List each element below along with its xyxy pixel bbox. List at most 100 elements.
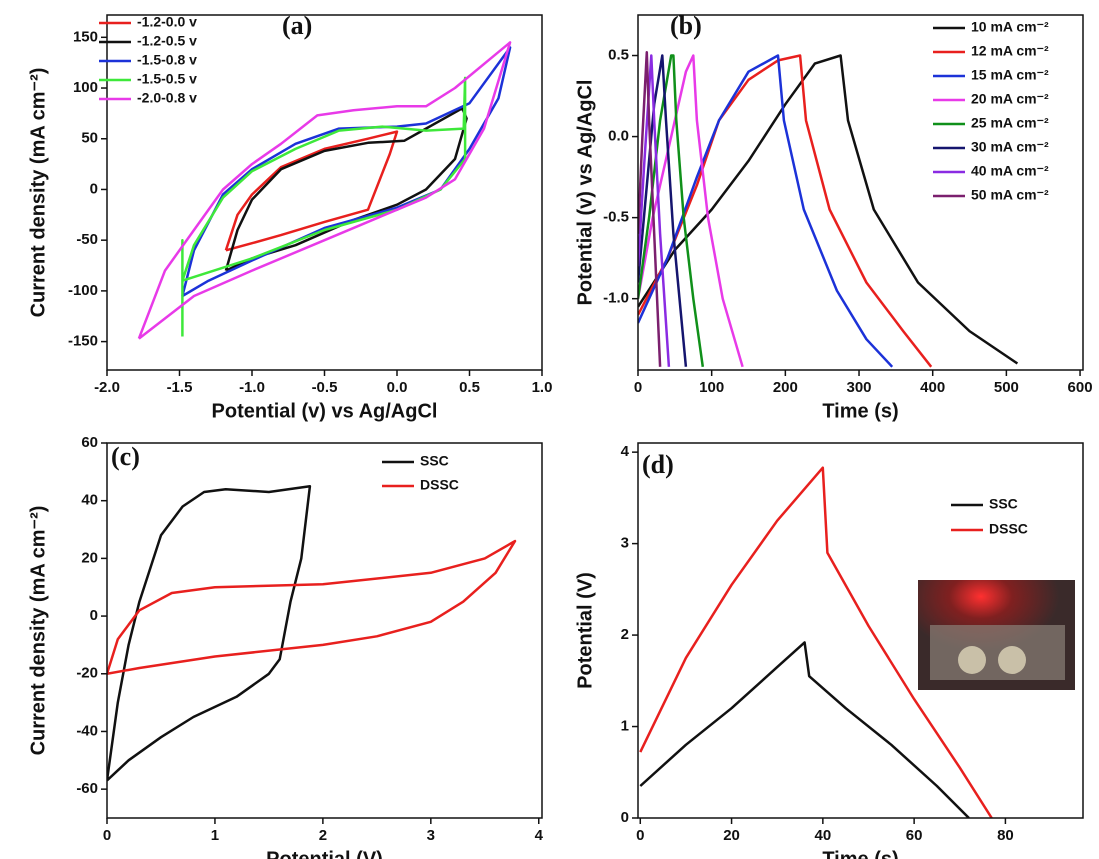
y-tick-label: 20 [81,549,98,566]
plot-frame [106,14,543,371]
y-tick-label: 4 [621,443,630,460]
legend-text: -2.0-0.8 v [137,90,197,106]
plot-frame [637,442,1084,819]
x-axis-title: Potential (V) [266,848,383,859]
x-tick-label: 400 [920,379,945,396]
series-line [638,54,688,367]
plot-area [107,485,517,782]
y-tick-label: -40 [76,722,98,739]
inset-photo [918,580,1075,690]
series-line [224,107,468,272]
y-tick-label: 0.5 [608,46,629,63]
x-tick-label: 0.5 [459,379,480,396]
x-tick-label: 40 [815,827,832,844]
x-axis-title: Time (s) [822,848,898,859]
x-tick-label: 3 [427,827,435,844]
x-tick-label: 80 [997,827,1014,844]
legend-text: SSC [989,496,1018,512]
series-line [107,539,517,676]
y-tick-label: 0 [621,809,629,826]
y-axis-title: Current density (mA cm⁻²) [27,68,49,318]
series-line [137,41,512,340]
y-tick-label: 0 [90,180,98,197]
panel-label: (c) [111,442,140,471]
legend-text: 50 mA cm⁻² [971,187,1049,203]
plot-frame [637,14,1084,371]
legend-text: -1.2-0.0 v [137,14,197,30]
panel-label: (b) [670,11,702,40]
legend-text: SSC [420,453,449,469]
legend-text: 15 mA cm⁻² [971,67,1049,83]
y-tick-label: -100 [68,282,98,299]
legend-text: -1.5-0.8 v [137,52,197,68]
x-axis-title: Potential (v) vs Ag/AgCl [212,400,438,422]
x-tick-label: 100 [699,379,724,396]
y-axis-title: Potential (V) [574,572,596,689]
x-tick-label: 0.0 [387,379,408,396]
x-tick-label: 20 [723,827,740,844]
series-line [181,76,467,337]
series-line [639,641,970,818]
y-tick-label: 60 [81,434,98,451]
series-line [224,130,399,252]
y-tick-label: 40 [81,492,98,509]
series-line [638,54,671,367]
legend-text: DSSC [420,477,459,493]
series-line [638,54,1019,365]
plot-frame [106,442,543,819]
y-tick-label: 3 [621,535,629,552]
legend-text: -1.2-0.5 v [137,33,197,49]
y-tick-label: 1 [621,718,629,735]
legend-text: DSSC [989,521,1028,537]
series-line [638,54,933,368]
y-tick-label: 50 [81,130,98,147]
legend-text: 12 mA cm⁻² [971,43,1049,59]
y-tick-label: -150 [68,333,98,350]
y-tick-label: -20 [76,665,98,682]
legend-text: 10 mA cm⁻² [971,19,1049,35]
x-tick-label: 4 [535,827,544,844]
plot-area [639,466,993,818]
y-axis-title: Current density (mA cm⁻²) [27,506,49,756]
x-tick-label: -2.0 [94,379,120,396]
legend-text: -1.5-0.5 v [137,71,197,87]
y-tick-label: 150 [73,28,98,45]
x-tick-label: 2 [319,827,327,844]
y-tick-label: 0 [90,607,98,624]
series-line [638,51,662,367]
x-tick-label: -0.5 [312,379,338,396]
y-tick-label: -50 [76,231,98,248]
x-tick-label: -1.0 [239,379,265,396]
x-tick-label: -1.5 [167,379,193,396]
series-line [638,54,894,368]
plot-area [638,51,1019,368]
series-line [181,46,512,298]
x-tick-label: 600 [1068,379,1093,396]
legend-text: 30 mA cm⁻² [971,139,1049,155]
plot-area [137,41,512,340]
x-tick-label: 200 [773,379,798,396]
y-tick-label: 0.0 [608,128,629,145]
x-tick-label: 0 [103,827,111,844]
y-tick-label: 2 [621,626,629,643]
legend-text: 25 mA cm⁻² [971,115,1049,131]
legend-text: 20 mA cm⁻² [971,91,1049,107]
y-axis-title: Potential (v) vs Ag/AgCl [574,80,596,306]
x-tick-label: 500 [994,379,1019,396]
series-line [639,466,993,818]
x-tick-label: 0 [634,379,642,396]
x-axis-title: Time (s) [822,400,898,422]
y-tick-label: -1.0 [603,290,629,307]
x-tick-label: 60 [906,827,923,844]
y-tick-label: -0.5 [603,209,629,226]
y-tick-label: 100 [73,79,98,96]
panel-label: (a) [282,11,312,40]
x-tick-label: 0 [636,827,644,844]
legend-text: 40 mA cm⁻² [971,163,1049,179]
panel-label: (d) [642,450,674,479]
x-tick-label: 1.0 [532,379,553,396]
y-tick-label: -60 [76,780,98,797]
x-tick-label: 300 [847,379,872,396]
x-tick-label: 1 [211,827,219,844]
